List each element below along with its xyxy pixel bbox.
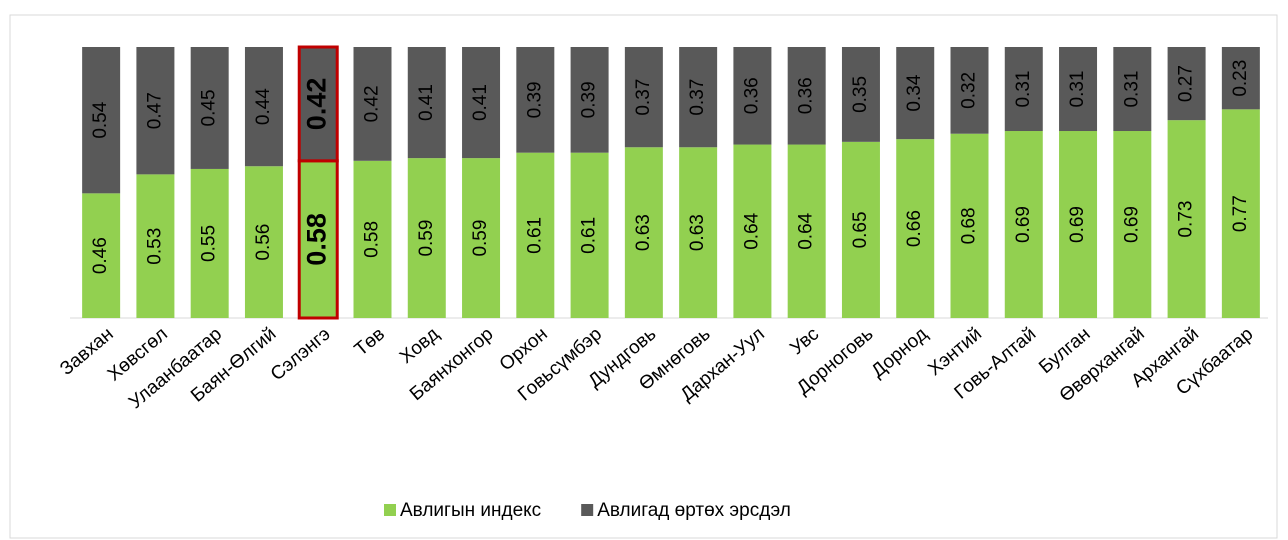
- data-label: 0.69: [1121, 206, 1142, 243]
- bar-segment: [950, 47, 989, 134]
- data-label: 0.73: [1176, 201, 1197, 238]
- bar-segment: [462, 158, 501, 318]
- data-label: 0.31: [1013, 71, 1034, 108]
- bar-segment: [570, 152, 609, 318]
- bar-segment: [787, 47, 826, 145]
- data-label: 0.65: [850, 211, 871, 248]
- bar-segment: [679, 147, 718, 318]
- bar-segment: [1113, 47, 1152, 132]
- bar-segment: [950, 133, 989, 318]
- legend-swatch: [581, 504, 594, 516]
- bar-segment: [787, 144, 826, 318]
- data-label: 0.58: [301, 213, 331, 266]
- data-label: 0.59: [416, 220, 437, 257]
- bar-segment: [297, 45, 339, 163]
- data-label: 0.56: [253, 224, 274, 261]
- data-label: 0.35: [850, 76, 871, 113]
- legend-label: Авлигад өртөх эрсдэл: [597, 500, 791, 521]
- data-label: 0.61: [524, 217, 545, 254]
- data-label: 0.36: [796, 77, 817, 114]
- bar-segment: [244, 166, 283, 318]
- bar-segment: [841, 47, 880, 142]
- data-label: 0.64: [741, 212, 762, 249]
- data-label: 0.58: [362, 221, 383, 258]
- data-label: 0.47: [144, 92, 165, 129]
- bar-segment: [136, 47, 175, 175]
- data-label: 0.23: [1230, 60, 1251, 97]
- data-label: 0.42: [301, 78, 331, 131]
- data-label: 0.32: [959, 72, 980, 109]
- data-label: 0.39: [524, 81, 545, 118]
- data-label: 0.34: [904, 74, 925, 111]
- data-label: 0.41: [470, 84, 491, 121]
- data-label: 0.54: [90, 101, 111, 138]
- bar-segment: [1221, 47, 1260, 110]
- bar-segment: [1004, 47, 1043, 132]
- bar-segment: [1221, 109, 1260, 318]
- bar-segment: [82, 193, 121, 318]
- data-label: 0.27: [1176, 65, 1197, 102]
- data-label: 0.45: [199, 89, 220, 126]
- data-label: 0.37: [687, 79, 708, 116]
- data-label: 0.53: [144, 228, 165, 265]
- data-label: 0.66: [904, 210, 925, 247]
- data-label: 0.37: [633, 79, 654, 116]
- data-label: 0.64: [796, 212, 817, 249]
- bar-segment: [1059, 131, 1098, 318]
- data-label: 0.46: [90, 237, 111, 274]
- bar-segment: [190, 47, 229, 169]
- bar-segment: [1167, 47, 1206, 121]
- data-label: 0.63: [633, 214, 654, 251]
- data-label: 0.41: [416, 84, 437, 121]
- bar-segment: [1004, 131, 1043, 318]
- data-label: 0.59: [470, 220, 491, 257]
- bar-segment: [407, 158, 446, 318]
- bar-segment: [1167, 120, 1206, 318]
- bar-segment: [82, 47, 121, 194]
- data-label: 0.39: [579, 81, 600, 118]
- bar-segment: [841, 141, 880, 318]
- bar-segment: [679, 47, 718, 148]
- data-label: 0.68: [959, 207, 980, 244]
- data-label: 0.36: [741, 77, 762, 114]
- bar-segment: [353, 47, 392, 161]
- data-label: 0.55: [199, 225, 220, 262]
- data-label: 0.63: [687, 214, 708, 251]
- legend-swatch: [384, 504, 396, 516]
- bar-segment: [1059, 47, 1098, 132]
- bar-segment: [516, 47, 555, 153]
- data-label: 0.44: [253, 88, 274, 125]
- bar-segment: [190, 168, 229, 318]
- bar-segment: [896, 47, 935, 140]
- bar-segment: [353, 160, 392, 318]
- data-label: 0.31: [1067, 71, 1088, 108]
- bar-segment: [516, 152, 555, 318]
- bar-segment: [407, 47, 446, 159]
- bar-segment: [624, 147, 663, 318]
- bar-segment: [733, 144, 772, 318]
- data-label: 0.77: [1230, 195, 1251, 232]
- bar-segment: [136, 174, 175, 318]
- bar-segment: [462, 47, 501, 159]
- bar-segment: [244, 47, 283, 167]
- bar-segment: [570, 47, 609, 153]
- legend-label: Авлигын индекс: [400, 500, 541, 521]
- bar-segment: [1113, 131, 1152, 318]
- data-label: 0.31: [1121, 71, 1142, 108]
- data-label: 0.42: [362, 85, 383, 122]
- data-label: 0.61: [579, 217, 600, 254]
- bar-segment: [896, 139, 935, 318]
- bar-segment: [733, 47, 772, 145]
- data-label: 0.69: [1013, 206, 1034, 243]
- data-label: 0.69: [1067, 206, 1088, 243]
- bar-segment: [624, 47, 663, 148]
